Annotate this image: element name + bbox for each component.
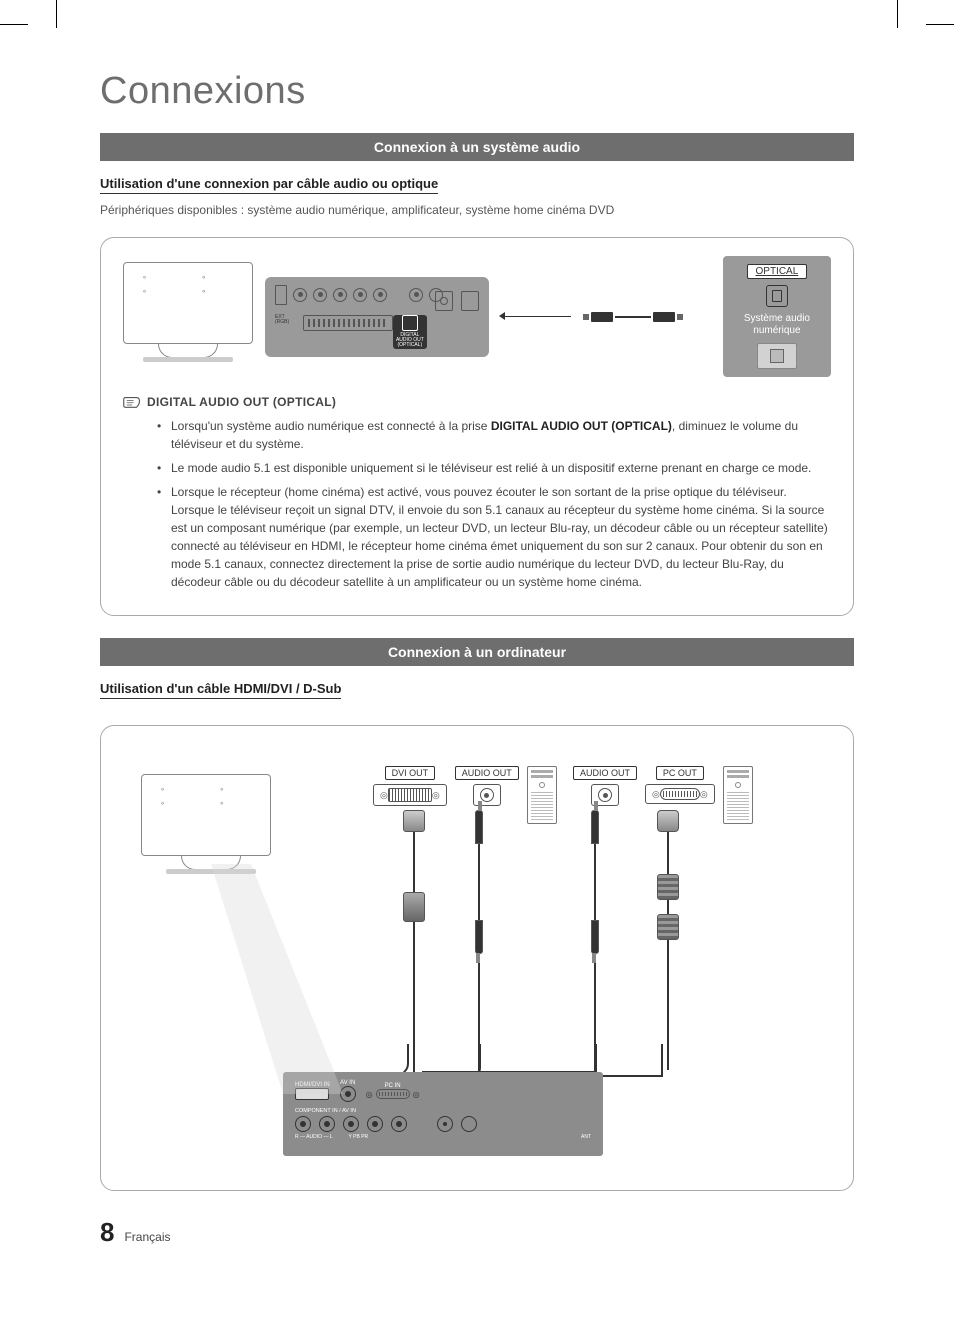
optical-out-port: DIGITAL AUDIO OUT (OPTICAL) — [393, 315, 427, 349]
optical-label: OPTICAL — [747, 264, 808, 279]
note-bullets: Lorsqu'un système audio numérique est co… — [123, 417, 831, 591]
connection-arrow — [501, 316, 571, 317]
tv-rear-panel: EXT (RGB) DIGITAL AUDIO OUT (OPTICAL) — [265, 277, 489, 357]
page-language: Français — [124, 1230, 170, 1244]
pc-source-dvi: DVI OUT ◎◎ AUDIO OUT — [373, 766, 557, 824]
note-icon — [123, 395, 141, 409]
audio-out-label-1: AUDIO OUT — [455, 766, 519, 780]
pc-tower-icon-2 — [723, 766, 753, 824]
diagram-pc-connection: ∘ ∘ ∘ ∘ DVI OUT ◎◎ AUDIO OUT — [100, 725, 854, 1191]
note-title: DIGITAL AUDIO OUT (OPTICAL) — [147, 395, 336, 409]
bullet-1: Lorsqu'un système audio numérique est co… — [157, 417, 831, 453]
section-bar-audio: Connexion à un système audio — [100, 133, 854, 161]
audio-cable-2 — [591, 810, 599, 1084]
bullet-3: Lorsque le récepteur (home cinéma) est a… — [157, 483, 831, 591]
receiver-icon — [757, 343, 797, 369]
page-footer: 8 Français — [100, 1217, 854, 1248]
pc-tower-icon — [527, 766, 557, 824]
pc-out-label: PC OUT — [656, 766, 704, 780]
device-caption: Système audio numérique — [731, 313, 823, 337]
chapter-title: Connexions — [100, 70, 854, 113]
page-content: Connexions Connexion à un système audio … — [0, 0, 954, 1308]
vga-cable — [657, 810, 679, 1070]
dvi-cable — [403, 810, 425, 1072]
optical-cable-icon — [583, 312, 683, 322]
audio-device-box: OPTICAL Système audio numérique — [723, 256, 831, 377]
bullet-2: Le mode audio 5.1 est disponible uniquem… — [157, 459, 831, 477]
subsection-title-audio: Utilisation d'une connexion par câble au… — [100, 176, 438, 194]
audio-out-label-2: AUDIO OUT — [573, 766, 637, 780]
intro-text-audio: Périphériques disponibles : système audi… — [100, 202, 854, 219]
section-bar-pc: Connexion à un ordinateur — [100, 638, 854, 666]
tv-illustration: ∘ ∘ ∘ ∘ — [123, 262, 253, 372]
subsection-title-pc: Utilisation d'un câble HDMI/DVI / D-Sub — [100, 681, 341, 699]
dvi-out-label: DVI OUT — [385, 766, 436, 780]
audio-cable-1 — [475, 810, 483, 1084]
projection-beam — [153, 864, 353, 1104]
page-number: 8 — [100, 1217, 114, 1248]
diagram-audio-connection: ∘ ∘ ∘ ∘ — [100, 237, 854, 616]
